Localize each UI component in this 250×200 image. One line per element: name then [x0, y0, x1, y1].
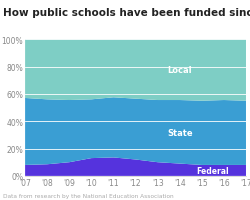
Text: Federal: Federal — [196, 166, 228, 175]
Text: State: State — [166, 128, 192, 137]
Text: Data from research by the National Education Association: Data from research by the National Educa… — [2, 193, 172, 198]
Text: How public schools have been funded since 2007: How public schools have been funded sinc… — [2, 8, 250, 18]
Text: Local: Local — [167, 66, 191, 75]
